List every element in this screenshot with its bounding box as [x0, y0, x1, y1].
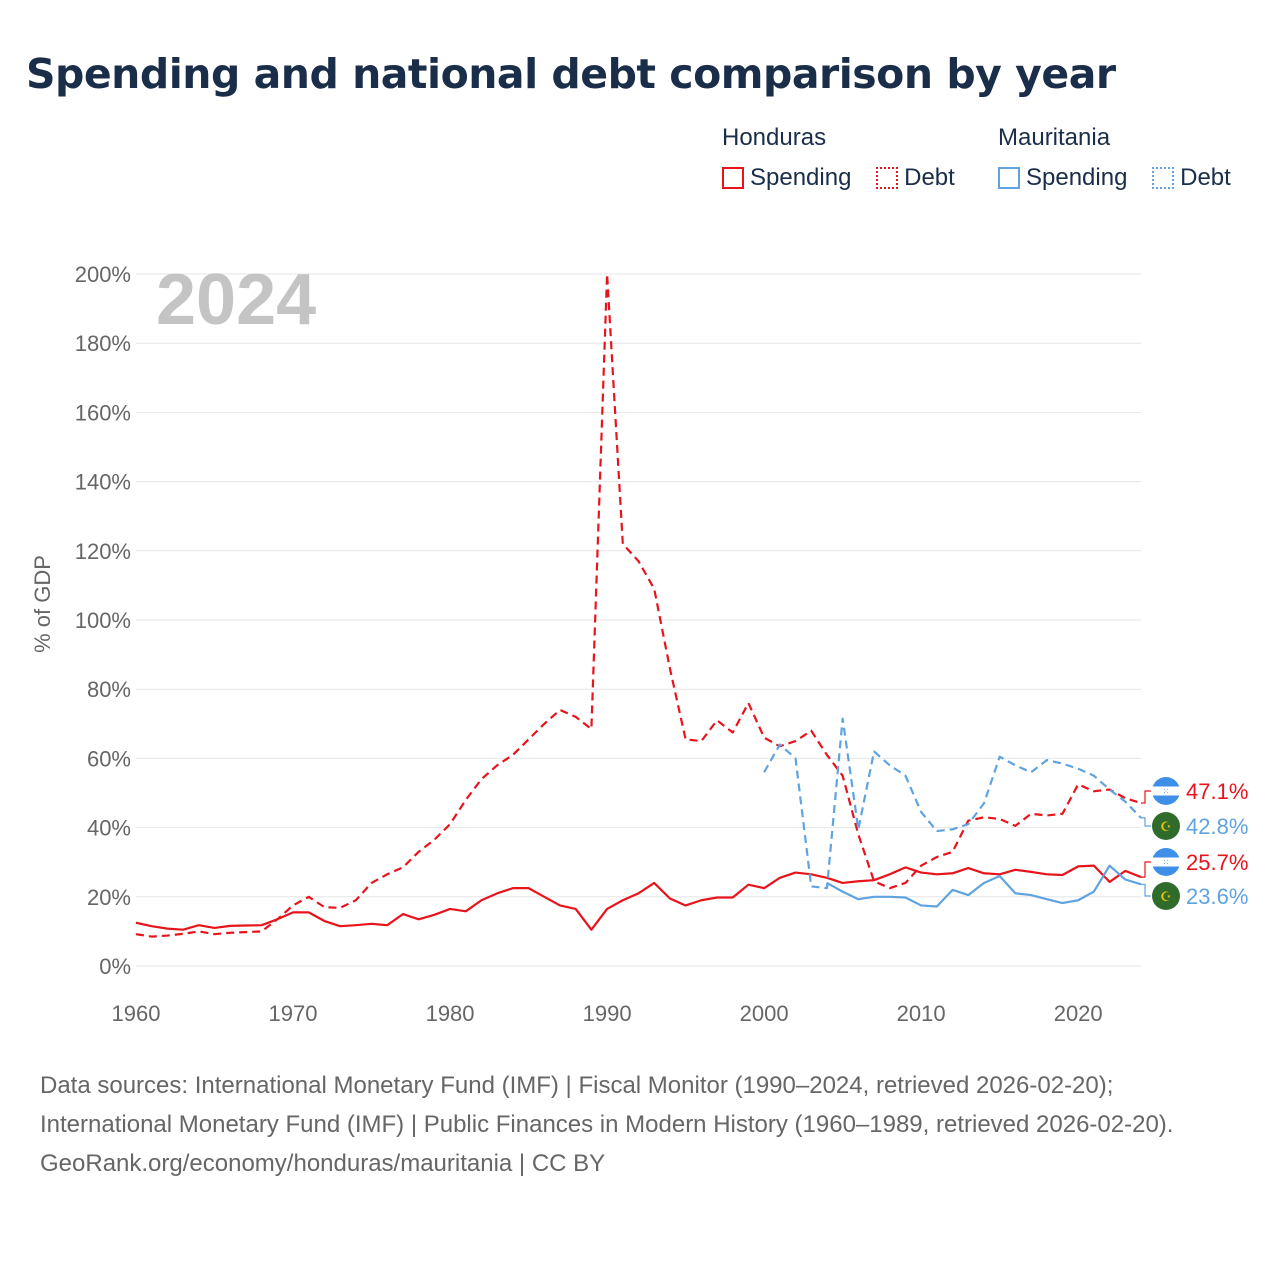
legend-group-honduras: Honduras Spending Debt — [722, 124, 973, 196]
y-tick-label: 60% — [87, 746, 131, 771]
end-value-label: 42.8% — [1186, 814, 1248, 839]
legend-item-mauritania-debt[interactable]: Debt — [1152, 164, 1231, 192]
chart-title: Spending and national debt comparison by… — [26, 50, 1116, 98]
legend-item-label: Debt — [1180, 164, 1231, 191]
legend-group-name: Honduras — [722, 124, 827, 151]
series-line-honduras-spending — [135, 864, 1142, 931]
legend-item-mauritania-spending[interactable]: Spending — [998, 164, 1127, 192]
y-tick-label: 140% — [75, 470, 131, 495]
flag-crescent: ☪ — [1160, 889, 1172, 904]
end-value-label: 23.6% — [1186, 884, 1248, 909]
end-label-connector — [1141, 883, 1151, 897]
y-tick-label: 200% — [75, 262, 131, 287]
data-sources-note: Data sources: International Monetary Fun… — [40, 1072, 1174, 1138]
dotted-swatch-icon — [1152, 167, 1175, 189]
y-tick-label: 180% — [75, 331, 131, 356]
mauritania-flag-icon — [1152, 812, 1180, 840]
legend-item-honduras-debt[interactable]: Debt — [876, 164, 955, 192]
y-tick-label: 80% — [87, 677, 131, 702]
line-chart: 0% 20% 40% 60% 80% 100% 120% 140% 160% 180% 200% 19… — [30, 260, 1248, 1026]
y-tick-label: 20% — [87, 885, 131, 910]
y-tick-label: 40% — [87, 816, 131, 841]
end-value-label: 47.1% — [1186, 779, 1248, 804]
legend-item-label: Spending — [1026, 164, 1128, 191]
series-line-mauritania-debt — [763, 717, 1142, 890]
x-tick-label: 2020 — [1054, 1001, 1103, 1026]
flag-stars: ⁙ — [1163, 787, 1170, 796]
y-tick-label: 0% — [99, 954, 131, 979]
legend-group-name: Mauritania — [998, 124, 1111, 151]
year-label: 2024 — [156, 260, 316, 340]
x-tick-label: 1980 — [426, 1001, 475, 1026]
legend-item-honduras-spending[interactable]: Spending — [722, 164, 851, 192]
y-tick-label: 160% — [75, 400, 131, 425]
flag-stripe — [1152, 857, 1180, 867]
series-line-honduras-debt — [135, 272, 1142, 938]
y-axis-label: % of GDP — [30, 555, 55, 653]
x-tick-label: 2000 — [740, 1001, 789, 1026]
mauritania-flag-icon — [1152, 882, 1180, 910]
legend-item-label: Spending — [750, 164, 852, 191]
dotted-swatch-icon — [876, 167, 899, 189]
end-label-connector — [1141, 817, 1151, 827]
legend-item-label: Debt — [904, 164, 955, 191]
y-tick-label: 120% — [75, 539, 131, 564]
legend-group-mauritania: Mauritania Spending Debt — [998, 124, 1249, 196]
end-value-label: 25.7% — [1186, 850, 1248, 875]
flag-stripe — [1152, 786, 1180, 796]
x-tick-label: 1990 — [583, 1001, 632, 1026]
end-label-connector — [1141, 861, 1151, 878]
footer: Data sources: International Monetary Fun… — [40, 1066, 1240, 1183]
x-tick-label: 1960 — [112, 1001, 161, 1026]
y-tick-label: 100% — [75, 608, 131, 633]
solid-swatch-icon — [722, 167, 744, 189]
solid-swatch-icon — [998, 167, 1020, 189]
x-tick-label: 2010 — [897, 1001, 946, 1026]
credit-link[interactable]: GeoRank.org/economy/honduras/mauritania … — [40, 1150, 606, 1177]
series-line-mauritania-spending — [826, 864, 1142, 908]
flag-crescent: ☪ — [1160, 819, 1172, 834]
x-tick-label: 1970 — [269, 1001, 318, 1026]
flag-stars: ⁙ — [1163, 858, 1170, 867]
end-label-connector — [1141, 790, 1151, 804]
